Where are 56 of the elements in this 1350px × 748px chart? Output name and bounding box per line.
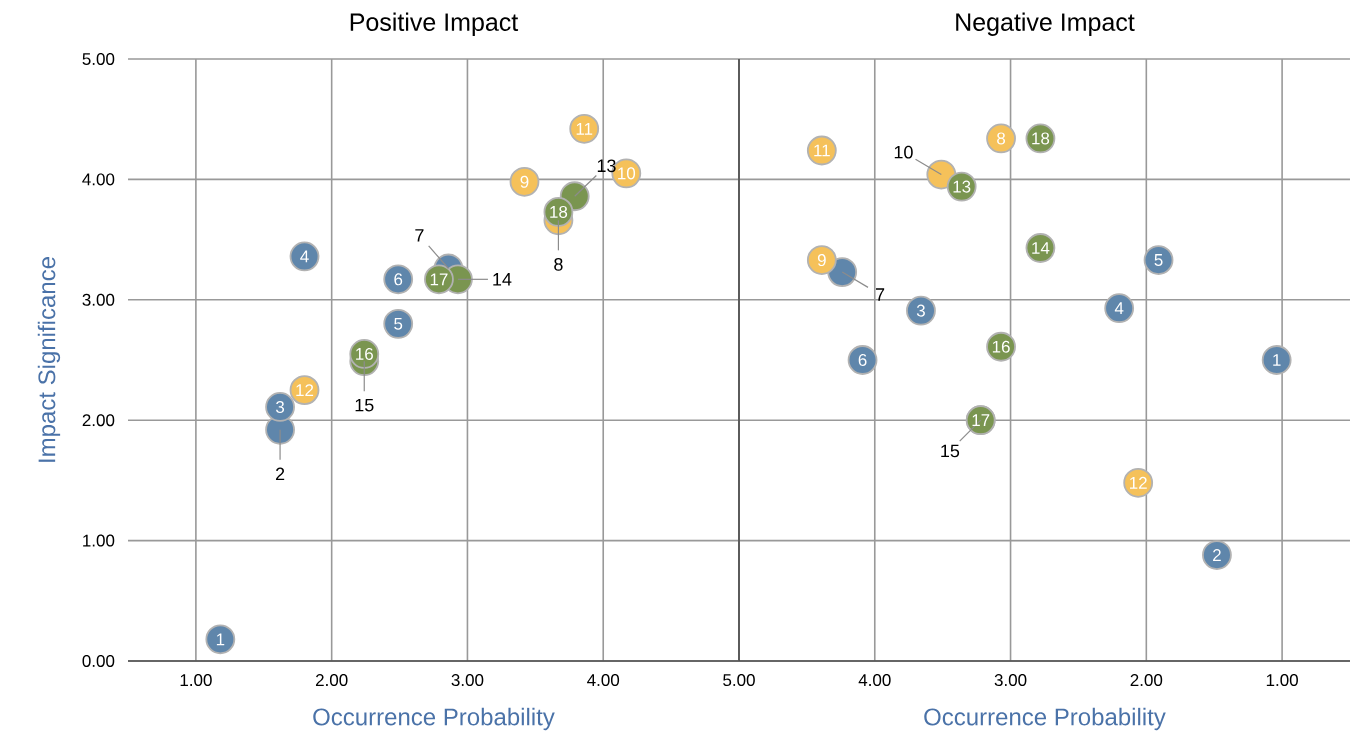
x-tick-label: 4.00 bbox=[858, 674, 891, 687]
annotation: 6 bbox=[394, 273, 403, 286]
annotation: 11 bbox=[576, 122, 593, 135]
annotation: 1 bbox=[216, 633, 225, 646]
annotation: 5 bbox=[394, 317, 403, 330]
annotation: 13 bbox=[597, 159, 616, 173]
y-axis-title: Impact Significance bbox=[37, 257, 61, 462]
annotation: 8 bbox=[997, 132, 1006, 145]
annotation: 15 bbox=[941, 444, 960, 458]
annotation: 18 bbox=[550, 205, 568, 218]
annotation: 10 bbox=[618, 167, 636, 180]
annotation: 17 bbox=[430, 273, 448, 286]
y-tick-label: 0.00 bbox=[82, 654, 115, 667]
annotation: 5 bbox=[1154, 254, 1163, 266]
x-tick-label: 5.00 bbox=[723, 674, 755, 687]
y-tick-label: 3.00 bbox=[82, 293, 115, 306]
annotation: 7 bbox=[875, 288, 885, 301]
annotation: 12 bbox=[296, 384, 314, 397]
annotation: 13 bbox=[953, 180, 971, 193]
x-tick-label: 2.00 bbox=[315, 674, 348, 687]
annotation: 16 bbox=[992, 340, 1010, 353]
x-tick-label: 4.00 bbox=[587, 674, 620, 687]
annotation: 17 bbox=[972, 414, 990, 427]
x-tick-label: 2.00 bbox=[1130, 674, 1163, 687]
x-tick-label: 3.00 bbox=[994, 674, 1027, 687]
annotation: 6 bbox=[858, 353, 867, 366]
annotation: 7 bbox=[415, 229, 424, 242]
annotation: 2 bbox=[1213, 549, 1221, 561]
annotation: 4 bbox=[1114, 302, 1124, 315]
chart-title: Positive Impact bbox=[350, 12, 519, 36]
x-tick-label: 1.00 bbox=[180, 674, 212, 687]
annotation: 12 bbox=[1130, 476, 1147, 489]
annotation: 16 bbox=[356, 347, 373, 360]
annotation: 9 bbox=[817, 254, 826, 267]
annotation: 10 bbox=[894, 145, 913, 159]
annotation: 14 bbox=[1032, 242, 1050, 254]
y-tick-label: 4.00 bbox=[82, 173, 115, 186]
y-tick-label: 5.00 bbox=[82, 52, 115, 65]
annotation: 18 bbox=[1032, 132, 1050, 145]
y-tick-label: 1.00 bbox=[83, 534, 115, 547]
annotation: 11 bbox=[814, 144, 830, 157]
y-tick-label: 2.00 bbox=[82, 414, 115, 427]
annotation: 14 bbox=[493, 273, 512, 286]
annotation: 1 bbox=[1273, 354, 1281, 366]
x-tick-label: 3.00 bbox=[451, 674, 484, 687]
x-axis-title: Occurrence Probability bbox=[924, 707, 1166, 731]
annotation: 3 bbox=[916, 304, 925, 317]
annotation: 4 bbox=[300, 250, 309, 263]
annotation: 2 bbox=[275, 467, 285, 481]
x-axis-title: Occurrence Probability bbox=[313, 707, 555, 731]
annotation: 9 bbox=[520, 175, 529, 188]
x-tick-label: 1.00 bbox=[1266, 674, 1298, 687]
chart-title: Negative Impact bbox=[956, 12, 1135, 36]
annotation: 8 bbox=[554, 257, 563, 271]
annotation: 15 bbox=[355, 398, 374, 412]
annotation: 3 bbox=[276, 400, 285, 413]
